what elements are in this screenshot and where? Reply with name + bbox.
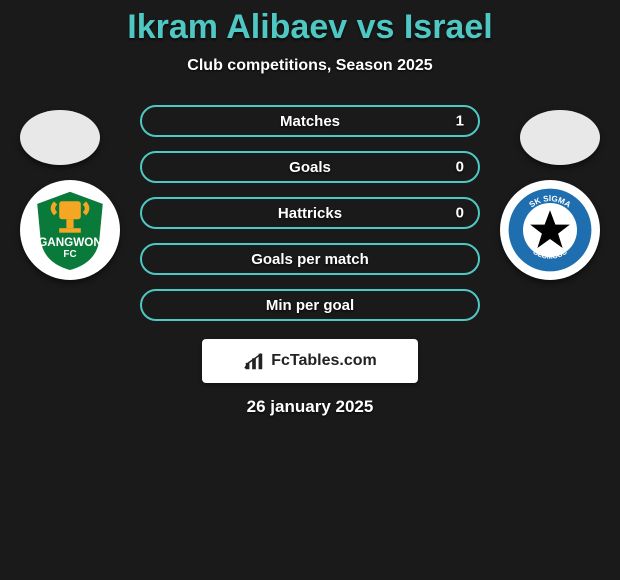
svg-text:FC: FC xyxy=(63,249,76,260)
right-flag xyxy=(520,110,600,165)
stat-right-value: 0 xyxy=(456,205,464,222)
date-text: 26 january 2025 xyxy=(0,397,620,417)
stat-label: Min per goal xyxy=(266,297,354,314)
stat-bars: Matches 1 Goals 0 Hattricks 0 Goals per … xyxy=(140,105,480,321)
svg-text:SK SIGMA: SK SIGMA xyxy=(528,194,573,209)
stat-row-min-per-goal: Min per goal xyxy=(140,289,480,321)
left-flag xyxy=(20,110,100,165)
svg-text:OLOMOUC: OLOMOUC xyxy=(531,247,568,261)
stat-row-goals: Goals 0 xyxy=(140,151,480,183)
stat-label: Matches xyxy=(280,113,340,130)
stat-right-value: 0 xyxy=(456,159,464,176)
stat-row-matches: Matches 1 xyxy=(140,105,480,137)
stat-label: Goals per match xyxy=(251,251,369,268)
stat-label: Hattricks xyxy=(278,205,342,222)
gangwon-badge-icon: GANGWON FC xyxy=(25,185,115,275)
watermark-text: FcTables.com xyxy=(271,352,377,370)
watermark: FcTables.com xyxy=(202,339,418,383)
stat-label: Goals xyxy=(289,159,331,176)
right-team-badge: SK SIGMA OLOMOUC xyxy=(500,180,600,280)
svg-text:GANGWON: GANGWON xyxy=(38,236,102,249)
left-team-badge: GANGWON FC xyxy=(20,180,120,280)
subtitle: Club competitions, Season 2025 xyxy=(0,57,620,75)
bar-chart-icon xyxy=(243,350,265,372)
stat-row-hattricks: Hattricks 0 xyxy=(140,197,480,229)
stat-row-goals-per-match: Goals per match xyxy=(140,243,480,275)
page-title: Ikram Alibaev vs Israel xyxy=(0,0,620,47)
sigma-badge-icon: SK SIGMA OLOMOUC xyxy=(505,185,595,275)
stat-right-value: 1 xyxy=(456,113,464,130)
